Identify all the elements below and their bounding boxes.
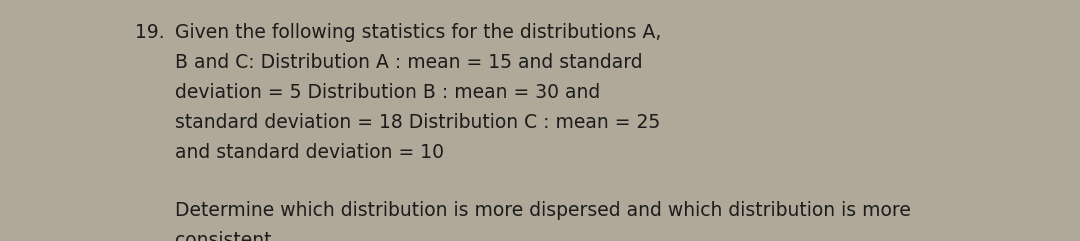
Text: Determine which distribution is more dispersed and which distribution is more: Determine which distribution is more dis…: [175, 201, 910, 220]
Text: B and C: Distribution A : mean = 15 and standard: B and C: Distribution A : mean = 15 and …: [175, 53, 643, 72]
Text: and standard deviation = 10: and standard deviation = 10: [175, 143, 444, 162]
Text: standard deviation = 18 Distribution C : mean = 25: standard deviation = 18 Distribution C :…: [175, 113, 660, 132]
Text: Given the following statistics for the distributions A,: Given the following statistics for the d…: [175, 23, 661, 42]
Text: deviation = 5 Distribution B : mean = 30 and: deviation = 5 Distribution B : mean = 30…: [175, 83, 600, 102]
Text: consistent.: consistent.: [175, 231, 278, 241]
Text: 19.: 19.: [135, 23, 164, 42]
